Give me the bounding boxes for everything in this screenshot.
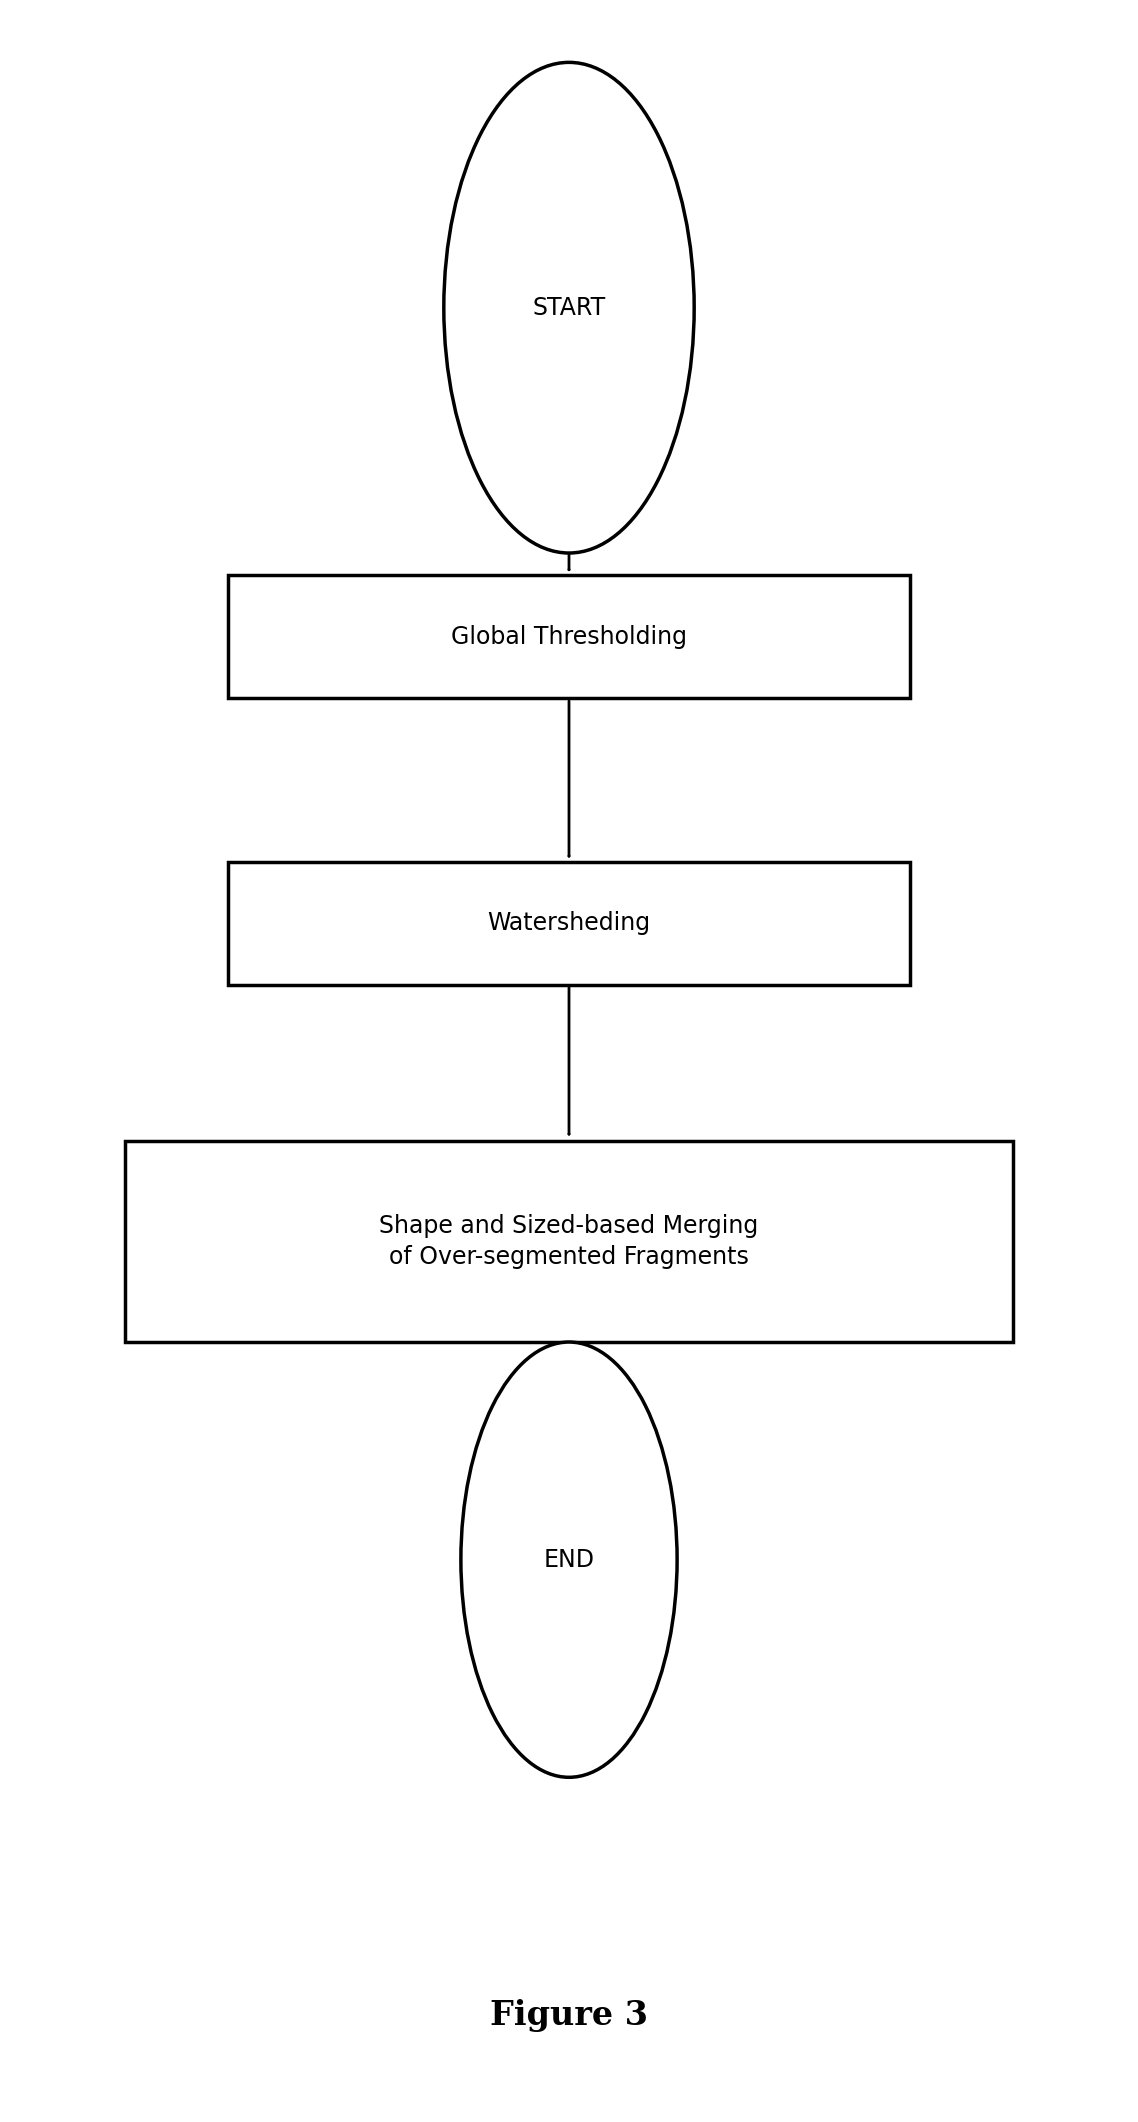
FancyBboxPatch shape [228, 862, 910, 985]
Ellipse shape [461, 1341, 677, 1778]
FancyBboxPatch shape [125, 1142, 1013, 1343]
Text: Watersheding: Watersheding [487, 910, 651, 936]
Text: END: END [544, 1547, 594, 1572]
Text: Global Thresholding: Global Thresholding [451, 624, 687, 649]
Ellipse shape [444, 62, 694, 554]
Text: START: START [533, 295, 605, 320]
Text: Shape and Sized-based Merging
of Over-segmented Fragments: Shape and Sized-based Merging of Over-se… [379, 1214, 759, 1269]
Text: Figure 3: Figure 3 [490, 1999, 648, 2033]
FancyBboxPatch shape [228, 575, 910, 698]
